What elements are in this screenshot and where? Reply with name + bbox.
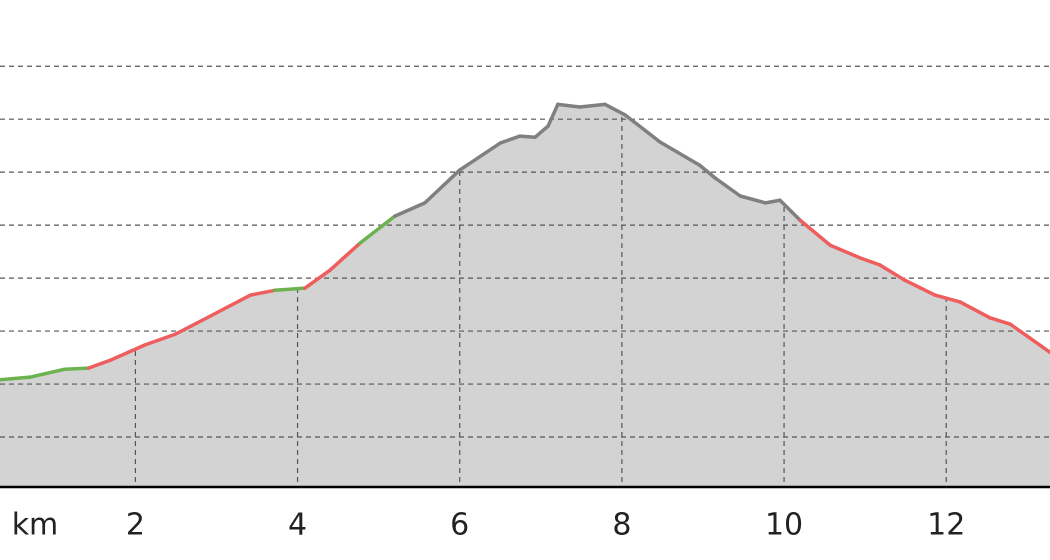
profile-segment (933, 293, 962, 304)
profile-segment (108, 343, 147, 362)
profile-segment (828, 243, 863, 260)
profile-segment (0, 375, 32, 382)
profile-segment (143, 332, 177, 347)
area (0, 104, 1050, 488)
profile-segment (273, 286, 307, 293)
profile-segment (63, 366, 91, 371)
profile-segment (798, 218, 833, 248)
profile-segment (858, 256, 882, 267)
profile-segment (546, 102, 560, 128)
profile-segment (738, 194, 768, 205)
x-tick-label: 8 (612, 508, 631, 543)
profile-segment (778, 198, 803, 223)
profile-segment (498, 134, 522, 145)
profile-segment (577, 102, 607, 109)
profile-segment (248, 288, 277, 297)
profile-segment (877, 263, 907, 282)
x-tick-label: 6 (450, 508, 469, 543)
profile-segment (457, 141, 503, 172)
profile-segment (208, 293, 253, 318)
profile-segment (958, 300, 992, 320)
profile-segment (86, 358, 113, 370)
profile-segment (28, 367, 67, 379)
x-tick-label: 12 (927, 508, 965, 543)
profile-segment (603, 102, 627, 117)
profile-segment (423, 168, 462, 205)
profile-segment (328, 241, 362, 272)
profile-segment (393, 201, 427, 218)
x-tick-label: 4 (288, 508, 307, 543)
profile-segment (658, 140, 702, 168)
profile-segment (697, 163, 717, 180)
profile-segment (556, 102, 582, 109)
profile-segment (988, 316, 1013, 326)
profile-segment (713, 176, 743, 198)
profile-segment (763, 198, 782, 205)
profile-segment (1008, 322, 1032, 340)
profile-segment (358, 214, 397, 245)
profile-segment (303, 268, 332, 290)
x-tick-label: 10 (765, 508, 803, 543)
profile-segment (903, 278, 937, 297)
profile-segment (517, 134, 537, 139)
x-axis-label: km (12, 508, 59, 543)
profile-segment (623, 113, 662, 144)
profile-segment (533, 124, 550, 139)
profile-segment (1027, 336, 1050, 355)
profile-segment (173, 314, 212, 337)
x-tick-label: 2 (126, 508, 145, 543)
